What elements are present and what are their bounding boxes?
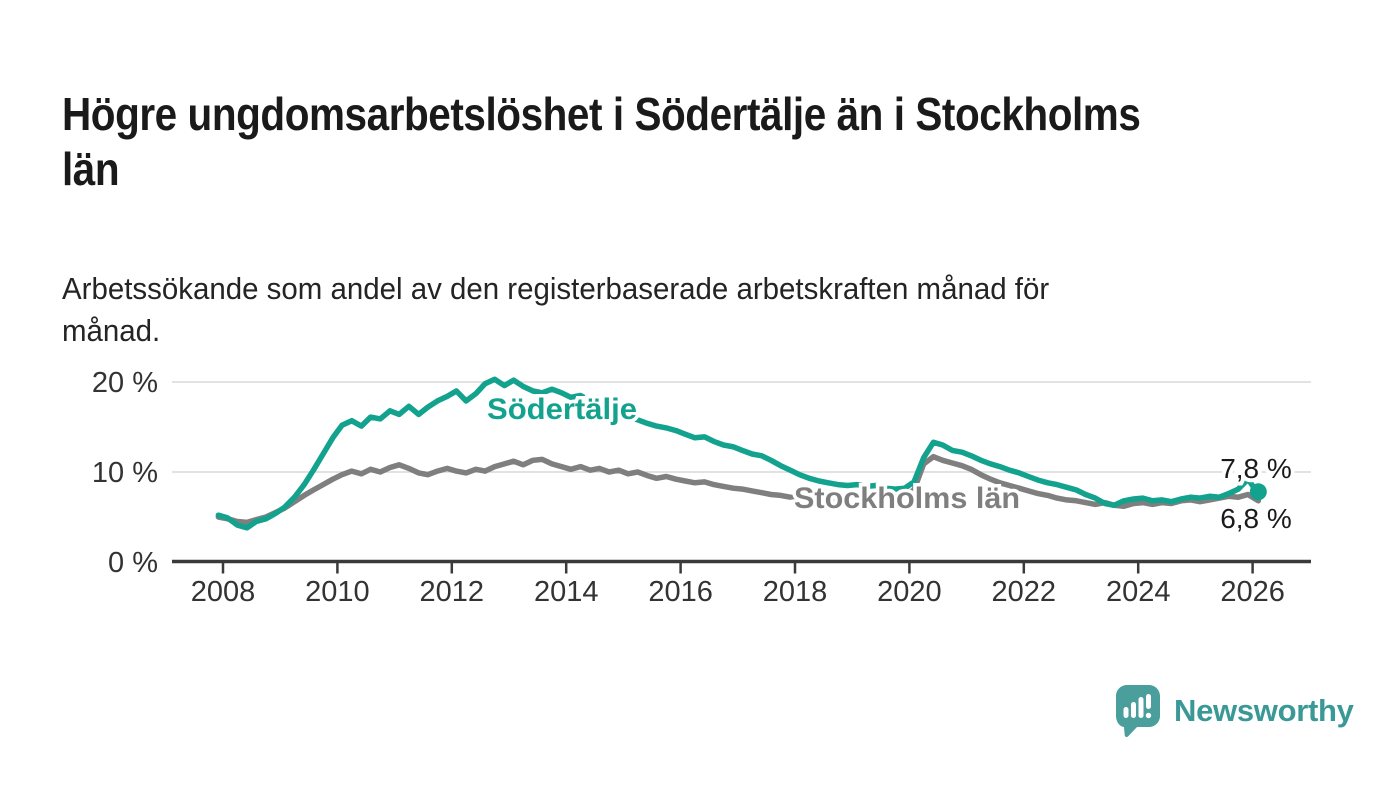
page-title-line1: Högre ungdomsarbetslöshet i Södertälje ä… xyxy=(62,87,1141,140)
x-axis-label: 2012 xyxy=(420,576,485,608)
newsworthy-bubble-icon xyxy=(1116,685,1160,738)
newsworthy-wordmark: Newsworthy xyxy=(1174,693,1354,728)
x-axis-label: 2024 xyxy=(1106,576,1171,608)
x-axis-label: 2018 xyxy=(763,576,828,608)
x-axis-label: 2008 xyxy=(191,576,256,608)
y-axis-label: 10 % xyxy=(92,457,158,489)
line-stockholms-lan xyxy=(215,453,1262,526)
series-label-stockholms-lan: Stockholms län xyxy=(794,482,1020,515)
series-label-sodertalje: Södertälje xyxy=(487,393,637,426)
line-end-dot xyxy=(1249,483,1267,501)
end-value-stockholms-lan: 6,8 % xyxy=(1220,503,1292,534)
bar-chart-icon-bar2 xyxy=(1131,702,1136,718)
chart-subtitle: Arbetssökande som andel av den registerb… xyxy=(62,268,1049,352)
line-sodertalje xyxy=(215,376,1262,531)
y-axis-label: 0 % xyxy=(108,547,158,579)
exclamation-icon-bar xyxy=(1146,694,1151,709)
x-axis-label: 2020 xyxy=(877,576,942,608)
page-title-line2: län xyxy=(62,142,120,195)
end-value-sodertalje: 7,8 % xyxy=(1220,453,1292,484)
page-title: Högre ungdomsarbetslöshet i Södertälje ä… xyxy=(62,87,1141,197)
bar-chart-icon-bar3 xyxy=(1138,697,1144,718)
x-axis-label: 2014 xyxy=(534,576,599,608)
x-axis-label: 2026 xyxy=(1220,576,1285,608)
bar-chart-icon-bar1 xyxy=(1123,707,1129,718)
speech-bubble-shape xyxy=(1116,685,1160,738)
x-axis-label: 2016 xyxy=(648,576,713,608)
newsworthy-logo: Newsworthy xyxy=(1113,683,1354,739)
x-axis-label: 2022 xyxy=(992,576,1057,608)
x-axis-label: 2010 xyxy=(305,576,370,608)
chart-subtitle-line2: månad. xyxy=(62,313,161,348)
exclamation-icon-dot xyxy=(1145,712,1152,719)
chart-subtitle-line1: Arbetssökande som andel av den registerb… xyxy=(62,271,1050,306)
y-axis-label: 20 % xyxy=(92,367,158,399)
